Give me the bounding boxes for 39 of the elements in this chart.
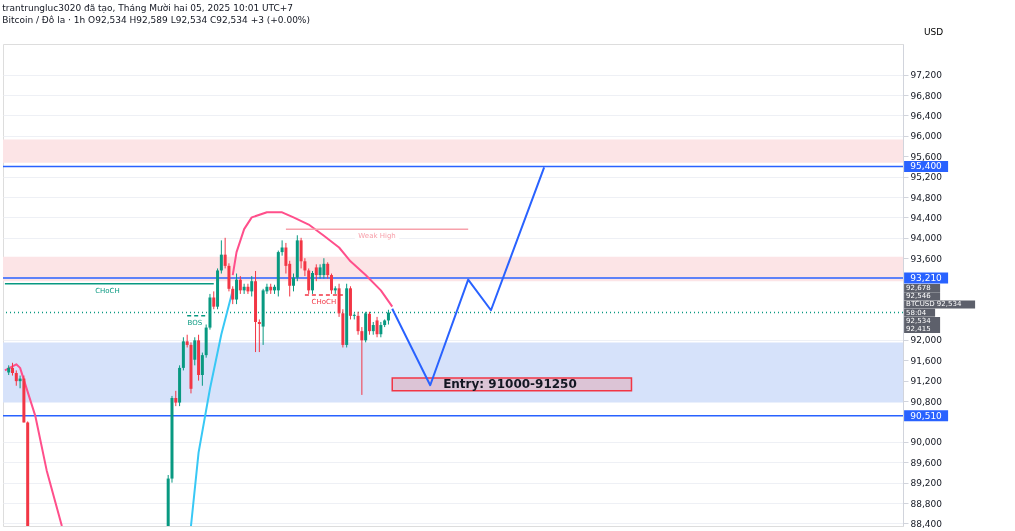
candlestick xyxy=(375,316,379,338)
line-series xyxy=(231,211,394,308)
candlestick xyxy=(250,275,254,297)
chart-subtitle: Bitcoin / Đô la · 1h O92,534 H92,589 L92,534 C92,534 +3 (+0.00%) xyxy=(2,15,310,25)
y-tick-label: 89,200 xyxy=(910,478,943,489)
candlestick xyxy=(367,311,371,336)
candlestick xyxy=(200,352,204,387)
y-tick-label: 90,800 xyxy=(910,396,943,407)
y-tick-label: 96,400 xyxy=(910,110,943,121)
y-tick-label: 92,000 xyxy=(910,335,943,346)
y-tick-label: 97,200 xyxy=(910,70,943,81)
y-tick-label: 93,600 xyxy=(910,253,943,264)
band-label: Entry: 91000-91250 xyxy=(443,377,577,392)
y-tick-label: 91,200 xyxy=(910,376,943,387)
y-tick-label: 95,600 xyxy=(910,151,943,162)
ref-line-label: 90,510 xyxy=(910,410,943,421)
candlestick xyxy=(322,257,326,280)
y-axis-title: USD xyxy=(923,26,944,37)
y-tick-label: 94,800 xyxy=(910,192,943,203)
candlestick xyxy=(318,263,322,280)
y-tick-label: 90,000 xyxy=(910,437,943,448)
y-tick-label: 94,400 xyxy=(910,212,943,223)
y-tick-label: 88,400 xyxy=(910,518,943,529)
y-tick-label: 95,200 xyxy=(910,172,943,183)
candlestick xyxy=(257,318,261,353)
y-tick-label: 89,600 xyxy=(910,457,943,468)
y-tick-label: 94,000 xyxy=(910,233,943,244)
candlestick xyxy=(329,273,333,295)
y-tick-label: 91,600 xyxy=(910,355,943,366)
candlestick xyxy=(310,270,314,295)
candlestick xyxy=(193,336,197,366)
ref-line-label: 95,400 xyxy=(910,161,943,172)
ref-line-label: 93,210 xyxy=(910,273,943,284)
line-series xyxy=(3,363,63,526)
candlestick xyxy=(219,239,223,275)
y-tick-label: 88,800 xyxy=(910,498,943,509)
chart-title: trantrungluc3020 đã tạo, Tháng Mười hai 05, 2025 10:01 UTC+7 xyxy=(2,3,294,14)
y-tick-label: 96,800 xyxy=(910,90,943,101)
y-tick-label: 96,000 xyxy=(910,131,943,142)
